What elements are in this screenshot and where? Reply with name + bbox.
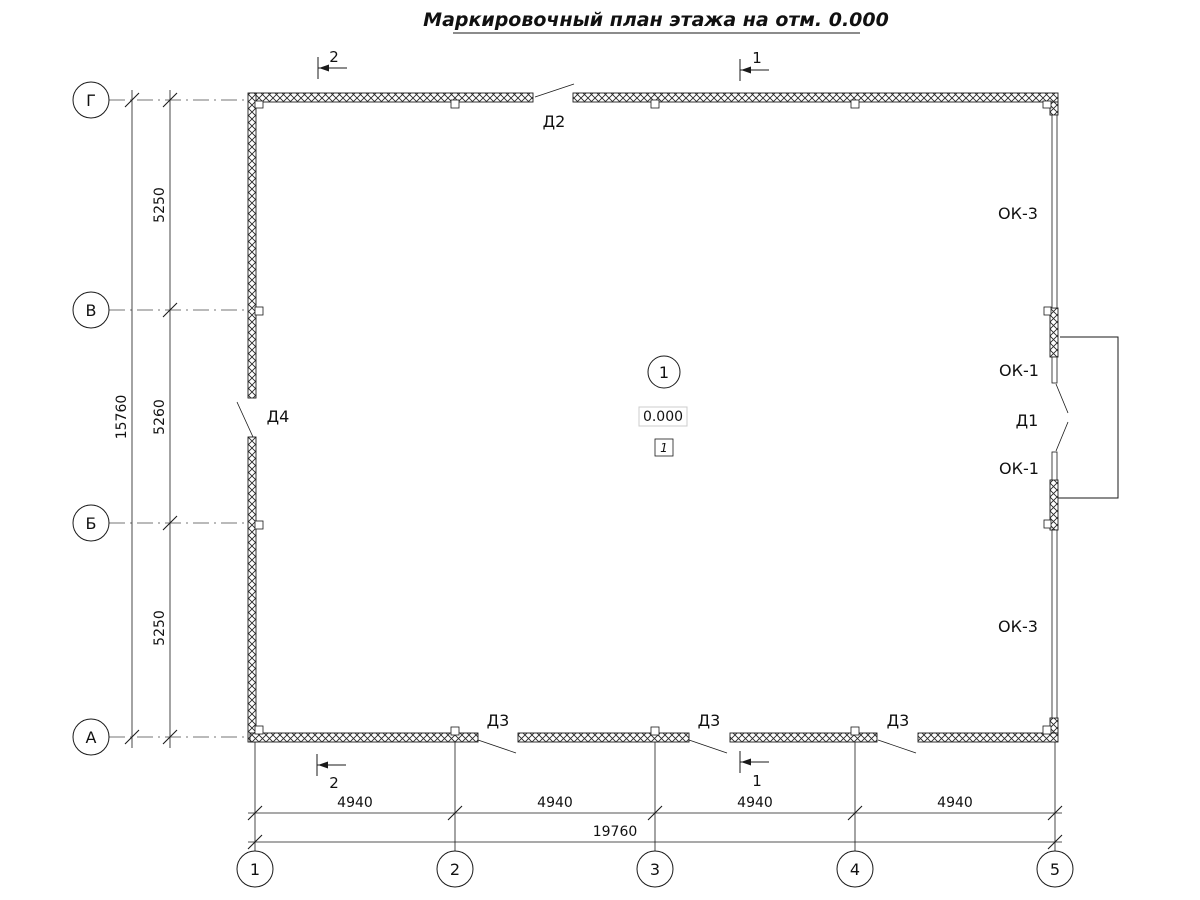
door-leaf-d3b (688, 739, 728, 754)
door-leaf-d2 (534, 83, 575, 98)
dim-col-total: 19760 (593, 824, 638, 840)
row-axis-bubbles: Г В Б А (72, 81, 110, 756)
row-bubble-g-label: Г (86, 91, 96, 110)
door-leaf-d4 (236, 401, 254, 438)
door-leaf-d3a (477, 739, 517, 754)
room-number: 1 (659, 363, 669, 382)
section-arrow-icon (741, 758, 751, 766)
window-ok1-upper (1051, 356, 1058, 384)
section-marker-bottom-right: 1 (739, 751, 769, 790)
dim-col-span-2: 4940 (537, 795, 573, 811)
elevation-value: 0.000 (643, 409, 683, 425)
section-label: 1 (752, 772, 762, 790)
wall-left-upper-segment (247, 92, 257, 399)
col-bubble-5-label: 5 (1050, 860, 1060, 879)
door-leaf-d1-upper (1055, 383, 1069, 414)
door-label-d2: Д2 (543, 112, 566, 131)
section-label: 2 (329, 48, 339, 66)
window-label-ok3-top: ОК-3 (998, 204, 1038, 223)
row-bubble-v-label: В (86, 301, 97, 320)
wall-bottom-segment-2 (517, 732, 690, 743)
door-label-d1: Д1 (1016, 411, 1039, 430)
row-bubble-a-label: А (86, 728, 97, 747)
col-bubble-4-label: 4 (850, 860, 860, 879)
dim-row-span-3: 5250 (152, 610, 168, 646)
col-axis-lines (254, 733, 1056, 851)
row-bubble-b-label: Б (86, 514, 97, 533)
dim-col-span-3: 4940 (737, 795, 773, 811)
window-ok3-top (1051, 114, 1058, 309)
door-leaf-d1-lower (1055, 421, 1069, 452)
section-arrow-icon (741, 66, 751, 74)
left-dimension-ticks (124, 92, 178, 745)
col-axis-bubbles: 1 2 3 4 5 (236, 850, 1074, 888)
window-label-ok1-upper: ОК-1 (999, 361, 1039, 380)
row-bubble-g (72, 81, 110, 119)
col-bubble-2-label: 2 (450, 860, 460, 879)
section-label: 2 (329, 774, 339, 792)
dim-row-total: 15760 (114, 395, 130, 440)
row-axis-lines (109, 99, 248, 738)
dim-col-span-1: 4940 (337, 795, 373, 811)
door-leaves (236, 83, 1069, 754)
door-leaf-d3c (877, 739, 917, 754)
section-arrow-icon (319, 64, 329, 72)
section-label: 1 (752, 49, 762, 67)
col-bubble-3-label: 3 (650, 860, 660, 879)
window-ok3-bottom (1051, 529, 1058, 719)
room-number-bubble (647, 355, 681, 389)
section-marker-top-left: 2 (317, 48, 347, 79)
dim-row-span-1: 5250 (152, 187, 168, 223)
wall-bottom-segment-1 (249, 732, 479, 743)
section-arrow-icon (318, 761, 328, 769)
window-label-ok3-bottom: ОК-3 (998, 617, 1038, 636)
door-label-d3c: Д3 (887, 711, 910, 730)
section-marker-bottom-left: 2 (316, 754, 346, 792)
wall-top-right-segment (572, 92, 1059, 103)
row-bubble-v (72, 291, 110, 329)
wall-bottom-segment-3 (729, 732, 878, 743)
room-tag-box (654, 438, 674, 457)
wall-left-lower-segment (247, 436, 257, 743)
col-bubble-1 (236, 850, 274, 888)
door-labels: Д2 Д4 Д1 Д3 Д3 Д3 (267, 112, 1039, 730)
col-bubble-4 (836, 850, 874, 888)
row-bubble-a (72, 718, 110, 756)
col-bubble-2 (436, 850, 474, 888)
col-bubble-1-label: 1 (250, 860, 260, 879)
window-label-ok1-lower: ОК-1 (999, 459, 1039, 478)
col-bubble-5 (1036, 850, 1074, 888)
col-bubble-3 (636, 850, 674, 888)
door-label-d3a: Д3 (487, 711, 510, 730)
room-marker: 1 0.000 1 (638, 355, 688, 457)
elevation-box (638, 406, 688, 427)
dim-row-span-2: 5260 (152, 399, 168, 435)
entrance-porch-outline (1058, 336, 1119, 499)
door-label-d3b: Д3 (698, 711, 721, 730)
window-labels: ОК-3 ОК-1 ОК-1 ОК-3 (998, 204, 1039, 636)
walls (247, 92, 1059, 743)
left-dimension-lines: 15760 5250 5260 5250 (114, 90, 178, 748)
pilaster-markers (254, 99, 1052, 736)
wall-top-left-segment (249, 92, 534, 103)
row-bubble-b (72, 504, 110, 542)
window-ok1-lower (1051, 451, 1058, 481)
room-tag: 1 (660, 441, 668, 455)
window-glazing (1051, 114, 1058, 719)
drawing-title: Маркировочный план этажа на отм. 0.000 (423, 9, 889, 31)
section-marker-top-right: 1 (739, 49, 769, 81)
dim-col-span-4: 4940 (937, 795, 973, 811)
wall-bottom-segment-4 (917, 732, 1059, 743)
door-label-d4: Д4 (267, 407, 290, 426)
